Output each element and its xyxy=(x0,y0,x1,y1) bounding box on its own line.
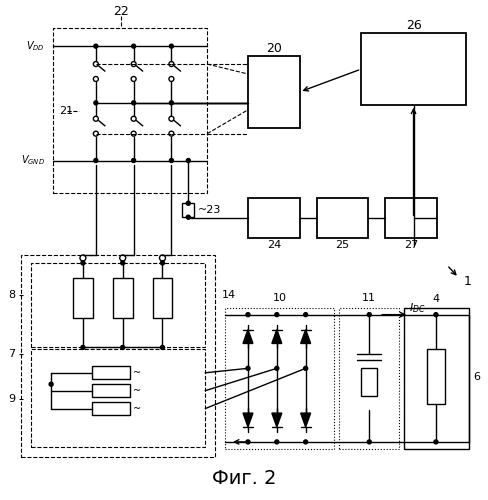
Text: ~: ~ xyxy=(132,386,141,396)
Bar xyxy=(92,366,129,380)
Text: ~: ~ xyxy=(132,404,141,413)
Circle shape xyxy=(303,312,307,316)
Circle shape xyxy=(121,261,124,265)
Text: ~: ~ xyxy=(132,368,141,378)
Text: 22: 22 xyxy=(113,5,128,18)
Circle shape xyxy=(274,440,278,444)
Text: 21: 21 xyxy=(59,106,73,116)
Text: 11: 11 xyxy=(362,292,376,302)
Circle shape xyxy=(245,440,249,444)
Bar xyxy=(113,278,132,318)
Circle shape xyxy=(131,44,135,48)
Polygon shape xyxy=(271,413,281,427)
Text: 14: 14 xyxy=(222,290,236,300)
Circle shape xyxy=(366,312,370,316)
Bar xyxy=(247,198,299,238)
Circle shape xyxy=(131,158,135,162)
Polygon shape xyxy=(300,413,310,427)
Text: 6: 6 xyxy=(473,372,480,382)
Circle shape xyxy=(169,158,173,162)
Circle shape xyxy=(303,366,307,370)
Text: 10: 10 xyxy=(272,292,286,302)
Circle shape xyxy=(94,44,98,48)
Circle shape xyxy=(160,346,164,350)
Circle shape xyxy=(366,440,370,444)
Text: 25: 25 xyxy=(335,240,349,250)
Circle shape xyxy=(49,382,53,386)
Bar xyxy=(316,198,367,238)
Circle shape xyxy=(81,346,85,350)
Circle shape xyxy=(245,366,249,370)
Text: 1: 1 xyxy=(463,276,470,288)
Text: 9: 9 xyxy=(8,394,15,404)
Text: 20: 20 xyxy=(265,42,281,54)
Circle shape xyxy=(186,215,190,219)
Text: Фиг. 2: Фиг. 2 xyxy=(211,469,276,488)
Circle shape xyxy=(160,261,164,265)
Bar xyxy=(92,384,129,397)
Bar xyxy=(53,28,207,194)
Bar xyxy=(426,350,444,404)
Bar xyxy=(21,255,215,457)
Circle shape xyxy=(303,440,307,444)
Bar xyxy=(92,402,129,415)
Bar xyxy=(361,33,465,105)
Circle shape xyxy=(274,312,278,316)
Bar xyxy=(403,308,468,449)
Circle shape xyxy=(169,101,173,105)
Text: 26: 26 xyxy=(405,19,421,32)
Text: $V_{DD}$: $V_{DD}$ xyxy=(26,40,45,53)
Bar xyxy=(385,198,436,238)
Circle shape xyxy=(245,312,249,316)
Text: $I_{DC}$: $I_{DC}$ xyxy=(408,301,425,314)
Polygon shape xyxy=(271,330,281,344)
Circle shape xyxy=(131,101,135,105)
Bar xyxy=(73,278,93,318)
Text: 8: 8 xyxy=(8,290,15,300)
Bar xyxy=(361,368,376,396)
Text: 24: 24 xyxy=(266,240,281,250)
Circle shape xyxy=(433,312,437,316)
Bar xyxy=(247,56,299,128)
Circle shape xyxy=(94,101,98,105)
Circle shape xyxy=(433,440,437,444)
Polygon shape xyxy=(243,330,252,344)
Bar xyxy=(224,308,334,449)
Bar xyxy=(152,278,172,318)
Text: 4: 4 xyxy=(432,294,439,304)
Circle shape xyxy=(81,261,85,265)
Polygon shape xyxy=(243,413,252,427)
Circle shape xyxy=(274,366,278,370)
Polygon shape xyxy=(300,330,310,344)
Circle shape xyxy=(169,44,173,48)
Circle shape xyxy=(121,346,124,350)
Text: ~23: ~23 xyxy=(198,205,221,215)
Text: 27: 27 xyxy=(403,240,417,250)
Bar xyxy=(31,350,205,447)
Text: $V_{GND}$: $V_{GND}$ xyxy=(21,154,45,168)
Circle shape xyxy=(186,202,190,205)
Circle shape xyxy=(186,158,190,162)
Circle shape xyxy=(94,158,98,162)
Bar xyxy=(339,308,398,449)
Bar xyxy=(182,204,194,217)
Bar xyxy=(31,263,205,347)
Text: 7: 7 xyxy=(8,350,15,360)
